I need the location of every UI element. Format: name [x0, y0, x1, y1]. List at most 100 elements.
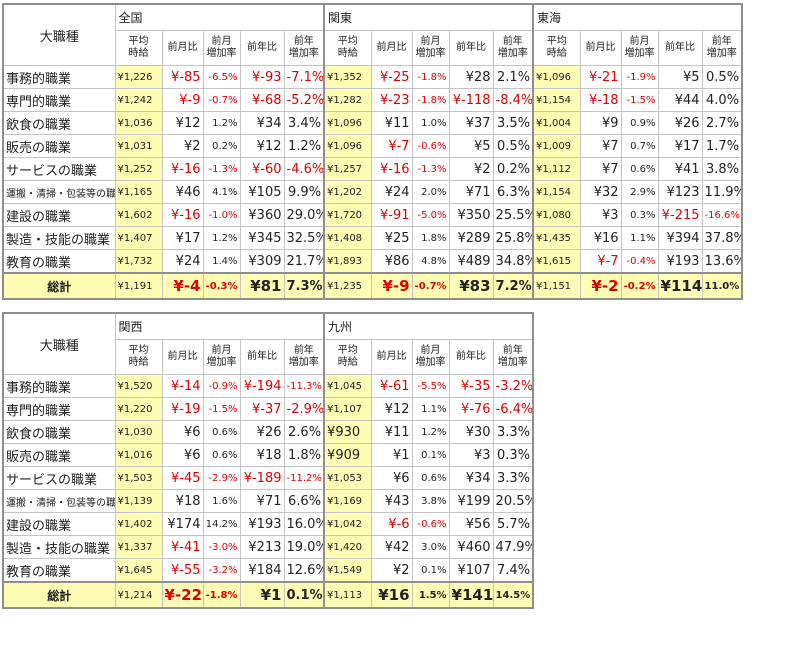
value-cell: ¥1,407	[114, 226, 163, 250]
value-cell: ¥1,053	[323, 466, 372, 490]
value-cell: 1.0%	[411, 111, 450, 135]
column-header: 前月比	[370, 30, 413, 66]
value-cell: ¥1	[370, 443, 413, 467]
value-cell: 37.8%	[701, 226, 743, 250]
total-cell: -0.7%	[411, 272, 450, 300]
job-category-label: 事務的職業	[2, 374, 116, 398]
total-cell: ¥114	[657, 272, 703, 300]
value-cell: 19.0%	[283, 535, 325, 559]
value-cell: ¥41	[657, 157, 703, 181]
value-cell: 3.3%	[492, 420, 534, 444]
value-cell: 1.2%	[411, 420, 450, 444]
total-cell: ¥1	[239, 581, 285, 609]
region-header-row: 大職種 関西 九州	[2, 312, 534, 375]
value-cell: ¥1,337	[114, 535, 163, 559]
table-row: 専門的職業 ¥1,220 ¥-19 -1.5% ¥-37 -2.9% ¥1,107 ¥12 1.…	[2, 397, 534, 421]
value-cell: ¥350	[448, 203, 494, 227]
job-category-label: 教育の職業	[2, 558, 116, 583]
total-cell: ¥81	[239, 272, 285, 300]
total-cell: ¥-2	[579, 272, 622, 300]
value-cell: ¥1,016	[114, 443, 163, 467]
value-cell: -6.5%	[202, 65, 241, 89]
value-cell: ¥-41	[161, 535, 204, 559]
value-cell: ¥12	[239, 134, 285, 158]
value-cell: ¥-60	[239, 157, 285, 181]
value-cell: 4.8%	[411, 249, 450, 274]
total-cell: ¥83	[448, 272, 494, 300]
value-cell: -6.4%	[492, 397, 534, 421]
value-cell: ¥-61	[370, 374, 413, 398]
value-cell: ¥1,503	[114, 466, 163, 490]
value-cell: ¥-194	[239, 374, 285, 398]
table-row: 製造・技能の職業 ¥1,337 ¥-41 -3.0% ¥213 19.0% ¥1,420 ¥4…	[2, 535, 534, 559]
value-cell: ¥1,257	[323, 157, 372, 181]
value-cell: 21.7%	[283, 249, 325, 274]
value-cell: 1.8%	[411, 226, 450, 250]
value-cell: 7.4%	[492, 558, 534, 583]
table-row: 飲食の職業 ¥1,030 ¥6 0.6% ¥26 2.6% ¥930 ¥11 1.2% ¥30 3.…	[2, 420, 534, 444]
column-header: 前年比	[239, 30, 285, 66]
value-cell: ¥30	[448, 420, 494, 444]
value-cell: ¥86	[370, 249, 413, 274]
region-name: 全国	[114, 3, 325, 31]
value-cell: ¥2	[448, 157, 494, 181]
value-cell: ¥1,154	[532, 88, 581, 112]
value-cell: ¥56	[448, 512, 494, 536]
total-cell: -0.3%	[202, 272, 241, 300]
value-cell: ¥-21	[579, 65, 622, 89]
value-cell: ¥345	[239, 226, 285, 250]
value-cell: 1.2%	[202, 226, 241, 250]
value-cell: ¥1,242	[114, 88, 163, 112]
value-cell: ¥1,252	[114, 157, 163, 181]
column-header-row: 平均 時給 前月比 前月 増加率 前年比 前年 増加率 平均 時給 前月比 前月 増加率 前年比…	[3, 30, 743, 66]
value-cell: 3.5%	[492, 111, 534, 135]
value-cell: 1.4%	[202, 249, 241, 274]
table-row: 販売の職業 ¥1,016 ¥6 0.6% ¥18 1.8% ¥909 ¥1 0.1% ¥3 0.3%	[2, 443, 534, 467]
value-cell: ¥37	[448, 111, 494, 135]
value-cell: ¥1,045	[323, 374, 372, 398]
value-cell: 2.9%	[620, 180, 659, 204]
value-cell: -0.9%	[202, 374, 241, 398]
value-cell: ¥-35	[448, 374, 494, 398]
value-cell: 1.2%	[202, 111, 241, 135]
table-row: 建設の職業 ¥1,602 ¥-16 -1.0% ¥360 29.0% ¥1,720 ¥-91-…	[2, 203, 743, 227]
total-label: 総計	[2, 272, 116, 300]
value-cell: ¥-16	[370, 157, 413, 181]
table-row: 運搬・清掃・包装等の職業 ¥1,165 ¥46 4.1% ¥105 9.9% ¥1,202 ¥…	[2, 180, 743, 204]
job-category-label: 教育の職業	[2, 249, 116, 274]
total-cell: ¥-9	[370, 272, 413, 300]
column-header: 前年比	[448, 339, 494, 375]
column-header: 前年比	[657, 30, 703, 66]
column-header: 前月比	[161, 30, 204, 66]
value-cell: ¥-16	[161, 203, 204, 227]
value-cell: ¥1,139	[114, 489, 163, 513]
value-cell: 47.9%	[492, 535, 534, 559]
region-header-row: 大職種 全国 関東 東海	[2, 3, 743, 66]
job-category-label: 製造・技能の職業	[2, 535, 116, 559]
value-cell: 20.5%	[492, 489, 534, 513]
value-cell: ¥-45	[161, 466, 204, 490]
value-cell: 4.1%	[202, 180, 241, 204]
value-cell: ¥1,042	[323, 512, 372, 536]
job-category-label: 専門的職業	[2, 88, 116, 112]
column-header: 平均 時給	[323, 339, 372, 375]
value-cell: ¥5	[448, 134, 494, 158]
job-category-label: 建設の職業	[2, 512, 116, 536]
value-cell: 25.8%	[492, 226, 534, 250]
value-cell: ¥-215	[657, 203, 703, 227]
table-row: サービスの職業 ¥1,503 ¥-45 -2.9% ¥-189 -11.2% ¥1,053 ¥…	[2, 466, 534, 490]
column-header: 前月比	[161, 339, 204, 375]
value-cell: ¥1,226	[114, 65, 163, 89]
value-cell: ¥193	[657, 249, 703, 274]
value-cell: ¥1,220	[114, 397, 163, 421]
value-cell: 11.9%	[701, 180, 743, 204]
value-cell: -4.6%	[283, 157, 325, 181]
value-cell: 5.7%	[492, 512, 534, 536]
value-cell: ¥184	[239, 558, 285, 583]
table-row: 教育の職業 ¥1,645 ¥-55 -3.2% ¥184 12.6% ¥1,549 ¥2 0.1…	[2, 558, 534, 583]
value-cell: 0.7%	[620, 134, 659, 158]
value-cell: ¥-91	[370, 203, 413, 227]
value-cell: -11.3%	[283, 374, 325, 398]
job-category-label: 事務的職業	[2, 65, 116, 89]
value-cell: 0.6%	[620, 157, 659, 181]
